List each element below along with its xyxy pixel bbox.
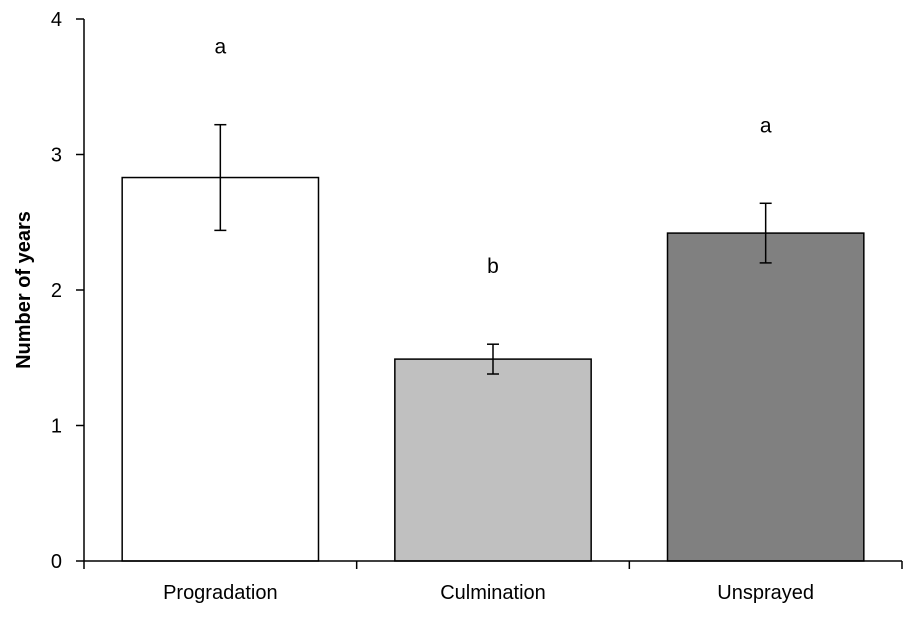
y-tick-label: 1 xyxy=(51,416,62,438)
bars-layer: a b a xyxy=(121,36,865,562)
y-axis-title: Number of years xyxy=(13,211,35,369)
significance-label-progradation: a xyxy=(214,36,226,59)
x-tick-label-unsprayed: Unsprayed xyxy=(717,582,814,604)
axes-layer: Progradation Culmination Unsprayed 0 1 2 3 4 xyxy=(51,9,903,604)
y-tick-label: 4 xyxy=(51,9,62,31)
y-tick-label: 2 xyxy=(51,280,62,302)
x-tick-label-progradation: Progradation xyxy=(163,582,278,604)
bar-unsprayed xyxy=(666,232,865,562)
y-tick-label: 0 xyxy=(51,551,62,573)
y-tick-label: 3 xyxy=(51,145,62,167)
significance-label-culmination: b xyxy=(487,255,499,278)
x-tick-label-culmination: Culmination xyxy=(440,582,546,604)
bar-progradation xyxy=(121,176,320,562)
bar-culmination xyxy=(394,358,592,562)
significance-label-unsprayed: a xyxy=(760,114,772,137)
